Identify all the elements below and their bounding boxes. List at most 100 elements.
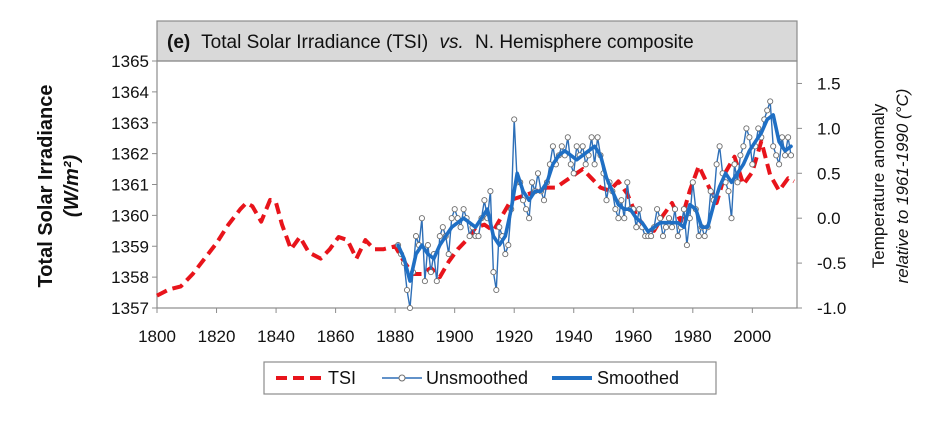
unsmoothed-point <box>755 125 762 132</box>
unsmoothed-point <box>412 233 420 240</box>
y-left-tick-label: 1357 <box>111 299 149 318</box>
legend-box <box>263 361 717 395</box>
unsmoothed-point <box>526 215 533 222</box>
x-tick-label: 1940 <box>555 327 593 346</box>
title-part2: N. Hemisphere composite <box>475 32 694 53</box>
unsmoothed-point <box>749 161 756 168</box>
left-y-axis-ticks: 1357 1358 1359 1360 1361 1362 1363 1364 1365 <box>111 52 157 318</box>
title-text: (e) Total Solar Irradiance (TSI) vs. N. … <box>167 32 694 53</box>
unsmoothed-point <box>439 224 446 231</box>
y-left-tick-label: 1361 <box>111 176 149 195</box>
x-tick-label: 1980 <box>674 327 712 346</box>
unsmoothed-point <box>659 233 667 240</box>
unsmoothed-point <box>770 143 777 150</box>
unsmoothed-point <box>689 179 696 186</box>
unsmoothed-point <box>648 233 655 240</box>
unsmoothed-point <box>728 215 735 222</box>
unsmoothed-point <box>558 143 565 150</box>
unsmoothed-point <box>529 179 536 186</box>
unsmoothed-point <box>511 116 518 123</box>
unsmoothed-point <box>695 233 702 240</box>
unsmoothed-point <box>662 224 670 231</box>
x-tick-label: 1800 <box>138 327 176 346</box>
legend-item-unsmoothed: Unsmoothed <box>382 368 528 388</box>
legend-label-unsmoothed: Unsmoothed <box>426 368 528 388</box>
unsmoothed-point <box>636 206 643 213</box>
unsmoothed-point <box>520 197 527 204</box>
unsmoothed-point <box>487 188 494 195</box>
y-right-tick-label: -0.5 <box>817 254 846 273</box>
unsmoothed-point <box>436 233 443 240</box>
unsmoothed-point <box>534 170 542 177</box>
left-axis-title-line1: Total Solar Irradiance <box>35 84 57 287</box>
y-right-tick-label: 0.5 <box>817 164 841 183</box>
x-tick-label: 1860 <box>317 327 355 346</box>
unsmoothed-point <box>475 233 482 240</box>
legend: TSI Unsmoothed Smoothed <box>263 361 717 395</box>
unsmoothed-point <box>734 179 741 186</box>
unsmoothed-point <box>674 233 681 240</box>
legend-label-tsi: TSI <box>328 368 356 388</box>
x-axis-ticks: 1800 1820 1840 1860 1880 1900 1920 1940 1960 1980… <box>138 308 771 346</box>
unsmoothed-point <box>746 134 753 141</box>
unsmoothed-point <box>731 161 738 168</box>
unsmoothed-point <box>764 107 771 114</box>
unsmoothed-point <box>502 251 509 258</box>
unsmoothed-point <box>716 143 723 150</box>
unsmoothed-point <box>445 251 452 258</box>
unsmoothed-point <box>615 215 622 222</box>
unsmoothed-point <box>621 215 628 222</box>
unsmoothed-point <box>582 161 589 168</box>
unsmoothed-point <box>671 206 679 213</box>
unsmoothed-point <box>785 134 792 141</box>
unsmoothed-point <box>496 224 503 231</box>
right-axis-title-line2: relative to 1961-1990 (°C) <box>893 89 912 284</box>
unsmoothed-point <box>481 197 488 204</box>
unsmoothed-point <box>665 215 673 222</box>
y-right-tick-label: 1.5 <box>817 74 841 93</box>
right-y-axis-ticks: -1.0 -0.5 0.0 0.5 1.0 1.5 <box>797 74 846 318</box>
title-box <box>156 20 798 62</box>
y-left-tick-label: 1363 <box>111 114 149 133</box>
unsmoothed-point <box>421 278 428 285</box>
smoothed-series-layer <box>396 113 793 283</box>
unsmoothed-point <box>573 143 580 150</box>
y-right-tick-label: 0.0 <box>817 209 841 228</box>
unsmoothed-point <box>588 134 595 141</box>
unsmoothed-point <box>633 224 640 231</box>
unsmoothed-point <box>466 233 473 240</box>
unsmoothed-point <box>782 152 789 159</box>
y-left-tick-label: 1360 <box>111 206 149 225</box>
unsmoothed-point <box>424 242 431 249</box>
unsmoothed-point <box>713 161 720 168</box>
legend-label-smoothed: Smoothed <box>597 368 679 388</box>
plot-frame <box>156 60 798 309</box>
x-tick-label: 1960 <box>614 327 652 346</box>
x-tick-label: 1840 <box>257 327 295 346</box>
unsmoothed-point <box>776 161 783 168</box>
chart-title: (e) Total Solar Irradiance (TSI) vs. N. … <box>156 20 798 62</box>
y-right-tick-label: 1.0 <box>817 119 841 138</box>
x-tick-label: 1880 <box>376 327 414 346</box>
unsmoothed-point <box>570 170 577 177</box>
unsmoothed-point <box>701 233 708 240</box>
unsmoothed-point <box>657 215 664 222</box>
unsmoothed-point <box>406 304 414 312</box>
x-tick-label: 1920 <box>495 327 533 346</box>
unsmoothed-point <box>603 197 610 204</box>
tsi-series-layer <box>156 139 795 298</box>
unsmoothed-point <box>448 215 455 222</box>
x-tick-label: 2000 <box>733 327 771 346</box>
right-axis-title-line1: Temperature anomaly <box>869 103 888 268</box>
unsmoothed-point <box>624 179 631 186</box>
title-panel-label: (e) <box>167 32 190 53</box>
unsmoothed-point <box>618 197 625 204</box>
unsmoothed-point <box>767 98 774 105</box>
unsmoothed-point <box>523 206 530 213</box>
y-left-tick-label: 1365 <box>111 52 149 71</box>
right-axis-title: Temperature anomaly relative to 1961-199… <box>869 89 912 284</box>
smoothed-line <box>396 113 793 283</box>
unsmoothed-point <box>418 215 425 222</box>
unsmoothed-point <box>433 278 440 285</box>
unsmoothed-point <box>549 143 556 150</box>
